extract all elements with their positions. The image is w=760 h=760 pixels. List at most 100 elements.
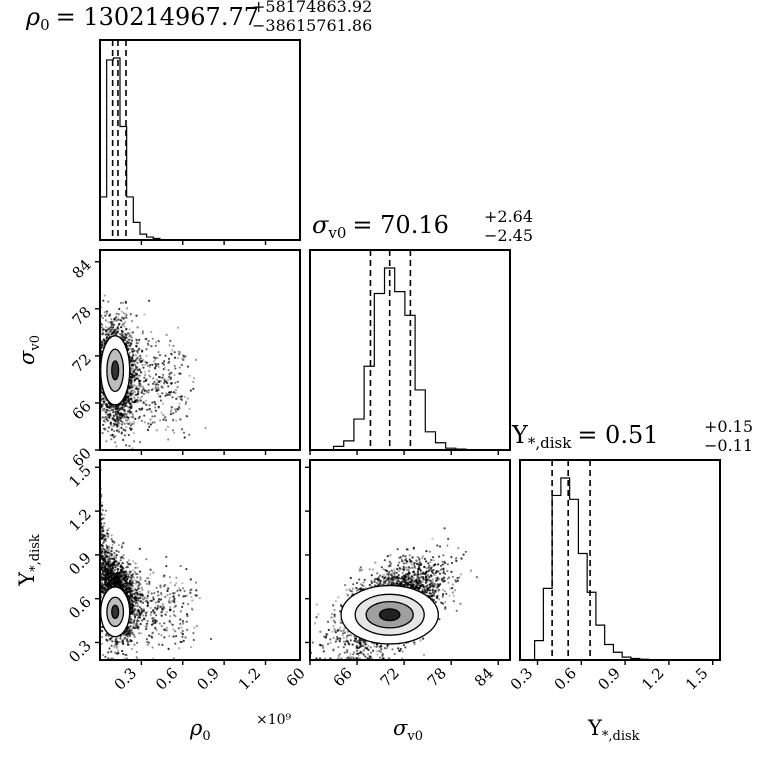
- scatter-point: [126, 419, 129, 422]
- scatter-point: [100, 544, 103, 547]
- scatter-point: [140, 607, 143, 610]
- scatter-point: [101, 550, 104, 553]
- scatter-point: [103, 583, 106, 586]
- scatter-point: [157, 600, 160, 604]
- scatter-point: [116, 423, 119, 426]
- scatter-point: [146, 640, 149, 644]
- scatter-point: [133, 643, 136, 646]
- scatter-point: [144, 625, 147, 628]
- scatter-point: [104, 558, 107, 561]
- scatter-point: [138, 338, 141, 341]
- scatter-point: [149, 409, 152, 412]
- scatter-point: [150, 599, 153, 603]
- scatter-point: [113, 419, 117, 422]
- scatter-point: [111, 408, 115, 412]
- scatter-point: [119, 559, 122, 562]
- scatter-point: [168, 596, 171, 599]
- scatter-point: [130, 373, 133, 376]
- scatter-point: [124, 412, 127, 415]
- scatter-point: [160, 611, 163, 614]
- scatter-point: [151, 617, 154, 620]
- scatter-point: [141, 588, 144, 591]
- scatter-point: [101, 416, 104, 419]
- scatter-point: [102, 541, 105, 544]
- scatter-point: [106, 555, 109, 558]
- scatter-point: [182, 358, 185, 362]
- scatter-point: [152, 360, 155, 363]
- scatter-point: [129, 347, 133, 350]
- scatter-point: [134, 562, 137, 565]
- scatter-point: [137, 341, 140, 344]
- scatter-point: [100, 340, 103, 343]
- scatter-point: [106, 545, 109, 548]
- scatter-point: [148, 366, 151, 369]
- scatter-point: [128, 339, 131, 342]
- scatter-point: [130, 579, 133, 582]
- scatter-point: [127, 576, 131, 580]
- scatter-point: [125, 580, 128, 583]
- scatter-point: [137, 599, 140, 602]
- scatter-point: [138, 632, 141, 635]
- scatter-point: [151, 415, 154, 418]
- scatter-point: [156, 620, 159, 623]
- scatter-point: [160, 598, 163, 601]
- scatter-point: [125, 587, 128, 591]
- scatter-point: [146, 428, 150, 431]
- scatter-point: [125, 572, 129, 575]
- scatter-point: [104, 560, 107, 563]
- scatter-point: [117, 318, 120, 321]
- scatter-point: [130, 647, 133, 651]
- scatter-point: [113, 555, 116, 558]
- scatter-point: [120, 544, 123, 547]
- scatter-point: [132, 575, 135, 578]
- scatter-point: [110, 325, 113, 329]
- scatter-point: [184, 395, 187, 398]
- scatter-point: [186, 614, 189, 618]
- scatter-point: [174, 410, 177, 413]
- scatter-point: [104, 427, 107, 430]
- scatter-point: [112, 411, 115, 414]
- scatter-point: [161, 603, 164, 606]
- scatter-point: [132, 371, 135, 375]
- scatter-point: [130, 389, 133, 392]
- scatter-point: [121, 402, 124, 405]
- scatter-point: [127, 575, 130, 578]
- scatter-point: [112, 405, 115, 408]
- scatter-point: [154, 627, 157, 630]
- scatter-point: [113, 575, 116, 578]
- scatter-point: [125, 314, 128, 317]
- scatter-point: [101, 529, 104, 532]
- scatter-point: [134, 605, 138, 608]
- scatter-point: [172, 635, 175, 638]
- scatter-point: [117, 428, 120, 431]
- scatter-point: [103, 522, 106, 525]
- scatter-point: [129, 313, 132, 316]
- scatter-point: [113, 568, 116, 572]
- scatter-point: [112, 422, 115, 425]
- scatter-point: [146, 342, 149, 345]
- scatter-point: [111, 543, 114, 547]
- scatter-point: [119, 412, 122, 415]
- scatter-point: [173, 373, 176, 376]
- scatter-point: [116, 637, 119, 640]
- scatter-point: [147, 641, 151, 644]
- scatter-point: [174, 630, 177, 633]
- scatter-point: [130, 618, 133, 621]
- scatter-point: [179, 564, 182, 568]
- scatter-point: [181, 633, 184, 636]
- scatter-point: [190, 595, 193, 599]
- scatter-point: [172, 592, 175, 595]
- scatter-point: [116, 331, 119, 334]
- scatter-point: [151, 401, 154, 404]
- scatter-point: [111, 326, 115, 329]
- scatter-point: [111, 332, 115, 335]
- scatter-point: [157, 351, 160, 354]
- scatter-point: [146, 604, 149, 607]
- scatter-point: [123, 422, 126, 425]
- scatter-point: [122, 408, 125, 411]
- scatter-point: [105, 410, 108, 413]
- scatter-point: [147, 389, 151, 392]
- scatter-point: [114, 413, 117, 416]
- scatter-point: [109, 553, 112, 556]
- scatter-point: [107, 321, 110, 324]
